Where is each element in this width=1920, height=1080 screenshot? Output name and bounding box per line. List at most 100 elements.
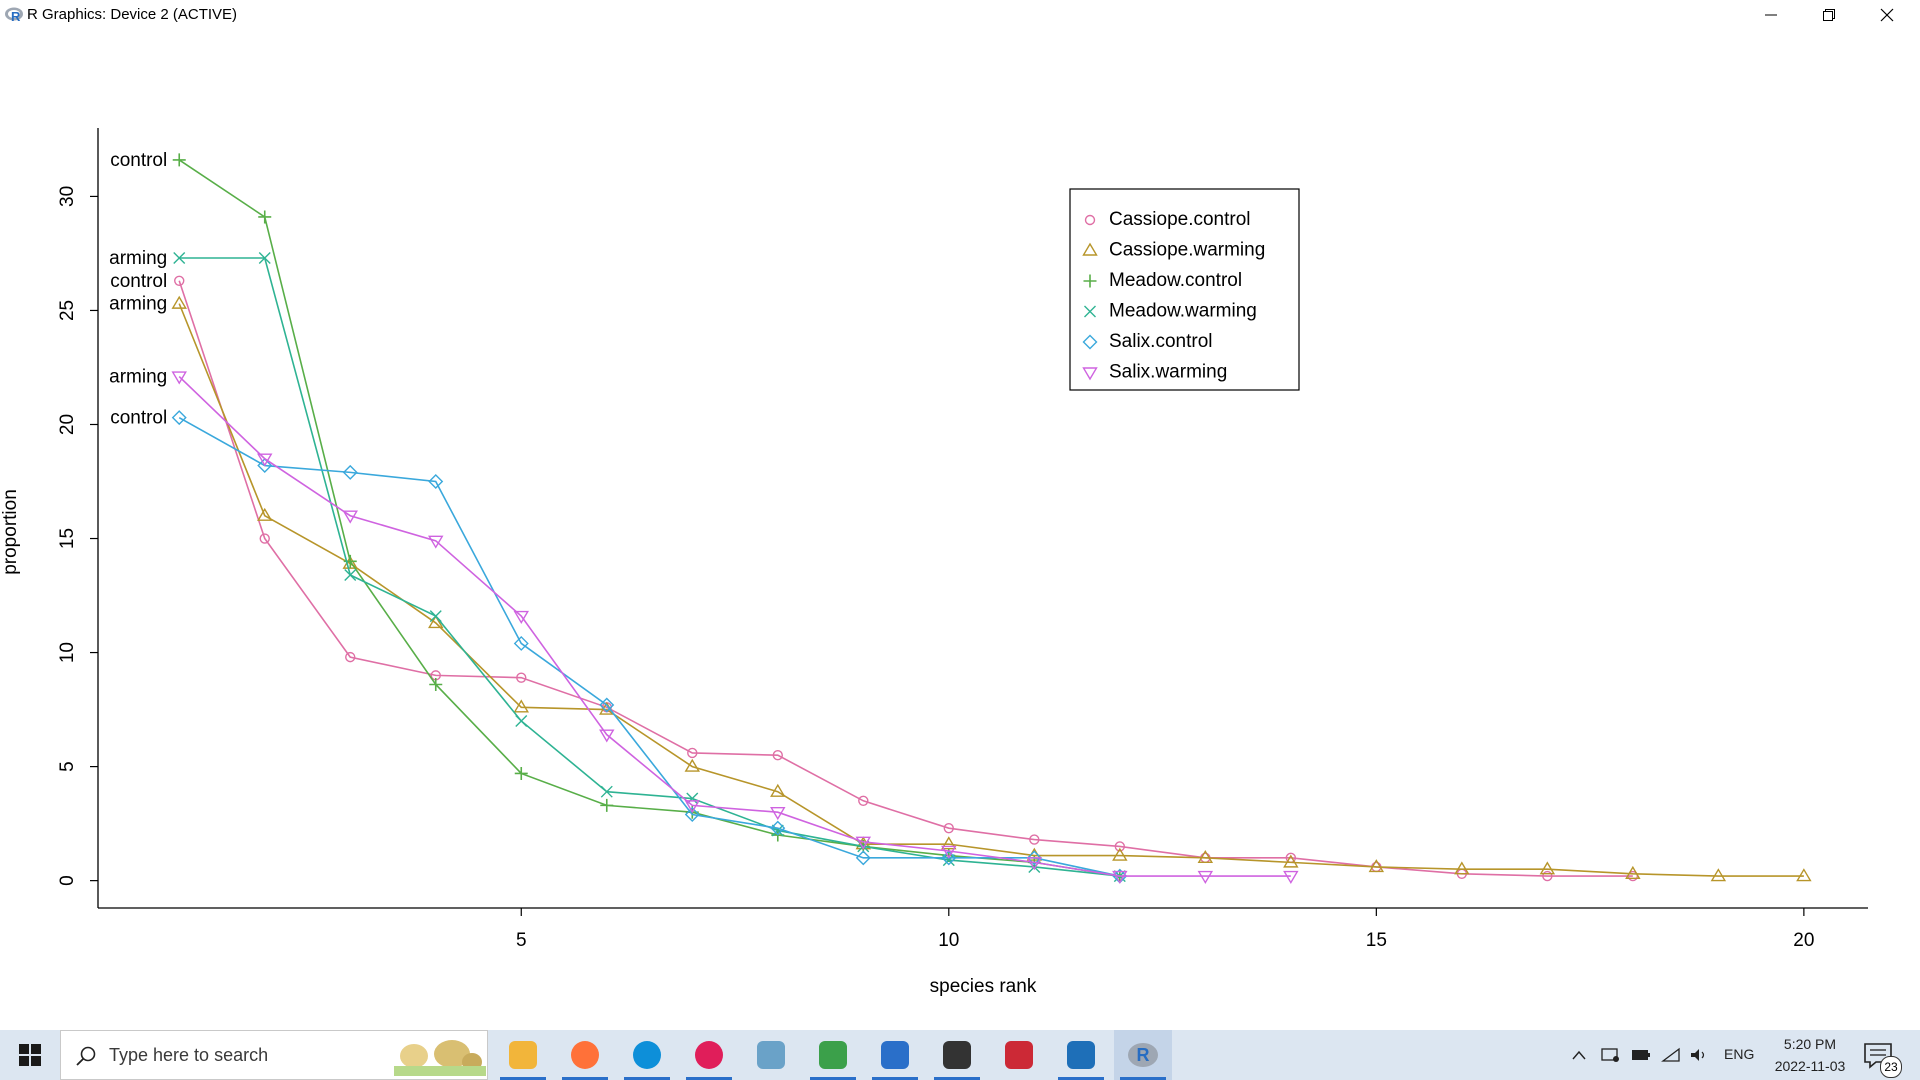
data-point-cassiope-warming (684, 758, 701, 772)
legend-marker (1082, 334, 1098, 350)
data-point-salix-control (513, 635, 529, 651)
notification-icon[interactable] (1862, 1040, 1902, 1072)
rank-abundance-chart: 0 5 10 15 20 25 30 5 10 15 20 species rank proportio… (0, 128, 1868, 997)
screenshot-icon (943, 1041, 971, 1069)
data-point-salix-control (599, 697, 615, 713)
language-indicator[interactable]: ENG (1724, 1046, 1755, 1062)
restore-icon (1823, 9, 1835, 21)
series-line-meadow-warming (179, 257, 1120, 877)
taskbar-app-slack[interactable] (680, 1030, 738, 1080)
taskbar-app-notes[interactable] (742, 1030, 800, 1080)
legend-label: Cassiope.warming (1109, 240, 1265, 261)
zotero-icon (1005, 1041, 1033, 1069)
taskbar: Type here to search R ENG 5:20 PM 2022-1… (0, 1030, 1920, 1080)
data-point-salix-control (770, 820, 786, 836)
taskbar-app-photos[interactable] (1052, 1030, 1110, 1080)
series-line-cassiope-control (178, 280, 1633, 877)
data-point-salix-control (684, 807, 700, 822)
series-cassiope-control (174, 275, 1639, 882)
data-point-salix-warming (342, 510, 358, 524)
firefox-icon (571, 1041, 599, 1069)
monitor-tray-icon[interactable] (1600, 1044, 1622, 1066)
data-point-salix-warming (1026, 857, 1043, 871)
minimize-button[interactable] (1742, 0, 1800, 30)
legend: Cassiope.control Cassiope.warming Meadow.c… (1069, 188, 1300, 391)
series-meadow-control (172, 153, 1127, 883)
series-line-cassiope-warming (178, 303, 1804, 877)
taskbar-app-r[interactable]: R (1114, 1030, 1172, 1080)
taskbar-app-palette[interactable] (804, 1030, 862, 1080)
data-point-meadow-control (429, 677, 443, 691)
series-line-salix-warming (178, 376, 1291, 877)
data-point-salix-warming (941, 845, 957, 859)
data-point-meadow-warming (429, 610, 442, 623)
wifi-tray-icon[interactable] (1660, 1044, 1682, 1066)
data-point-meadow-control (514, 766, 528, 780)
data-point-salix-control (941, 850, 957, 866)
taskbar-app-folder[interactable] (494, 1030, 552, 1080)
taskbar-app-document[interactable] (866, 1030, 924, 1080)
minimize-icon (1765, 14, 1777, 16)
legend-marker (1084, 305, 1096, 318)
legend-label: Meadow.warming (1109, 301, 1257, 322)
data-point-salix-control (342, 464, 358, 480)
taskbar-app-skype[interactable] (618, 1030, 676, 1080)
annotation-label: control (110, 271, 167, 292)
data-point-salix-warming (599, 729, 615, 743)
plot-canvas: 0 5 10 15 20 25 30 5 10 15 20 species rank proportio… (0, 30, 1920, 1030)
data-point-cassiope-warming (1625, 865, 1641, 879)
volume-tray-icon[interactable] (1688, 1044, 1710, 1066)
photos-icon (1067, 1041, 1095, 1069)
annotation-label: arming (109, 367, 167, 388)
data-point-cassiope-control (687, 747, 698, 759)
taskbar-app-zotero[interactable] (990, 1030, 1048, 1080)
legend-marker (1082, 242, 1098, 256)
volume-icon (1691, 1049, 1705, 1061)
data-point-salix-warming (257, 453, 273, 467)
data-point-cassiope-control (858, 795, 869, 807)
data-point-salix-warming (770, 807, 786, 821)
restore-button[interactable] (1800, 0, 1858, 30)
data-point-cassiope-control (1542, 870, 1553, 882)
data-point-cassiope-warming (1112, 847, 1128, 861)
clock-time[interactable]: 5:20 PM (1783, 1036, 1837, 1052)
running-indicator (934, 1077, 980, 1080)
running-indicator (562, 1077, 608, 1080)
battery-tray-icon[interactable] (1630, 1044, 1652, 1066)
data-point-salix-control (257, 458, 273, 474)
display-icon (1601, 1048, 1619, 1062)
data-point-salix-control (171, 410, 187, 426)
folder-icon (509, 1041, 537, 1069)
running-indicator (872, 1077, 918, 1080)
chevron-up-icon (1572, 1050, 1586, 1060)
search-placeholder: Type here to search (109, 1045, 269, 1065)
running-indicator (1120, 1077, 1166, 1080)
series-cassiope-warming (171, 295, 1812, 882)
search-icon (76, 1046, 96, 1066)
data-point-cassiope-control (345, 651, 356, 663)
annotation-label: control (110, 150, 167, 171)
data-point-cassiope-warming (257, 507, 273, 521)
data-point-salix-warming (855, 836, 872, 850)
legend-label: Meadow.control (1109, 270, 1242, 291)
data-point-cassiope-control (1029, 834, 1040, 845)
data-point-salix-warming (1283, 870, 1299, 884)
data-point-cassiope-control (943, 822, 954, 834)
show-hidden-icons-button[interactable] (1568, 1044, 1590, 1066)
wifi-icon (1661, 1047, 1680, 1062)
series-line-meadow-control (178, 159, 1120, 877)
notification-count-badge: 23 (1880, 1056, 1902, 1078)
data-point-salix-warming (684, 800, 701, 814)
y-tick-label: 15 (57, 528, 78, 549)
clock-date[interactable]: 2022-11-03 (1774, 1058, 1846, 1074)
data-point-meadow-warming (600, 785, 613, 798)
data-point-cassiope-warming (1368, 859, 1385, 873)
data-point-cassiope-control (259, 533, 270, 544)
start-button[interactable] (0, 1030, 60, 1080)
taskbar-app-firefox[interactable] (556, 1030, 614, 1080)
close-button[interactable] (1858, 0, 1916, 30)
legend-label: Salix.warming (1109, 362, 1227, 383)
legend-marker (1082, 367, 1098, 381)
taskbar-app-screenshot[interactable] (928, 1030, 986, 1080)
series-line-salix-control (178, 416, 1120, 877)
